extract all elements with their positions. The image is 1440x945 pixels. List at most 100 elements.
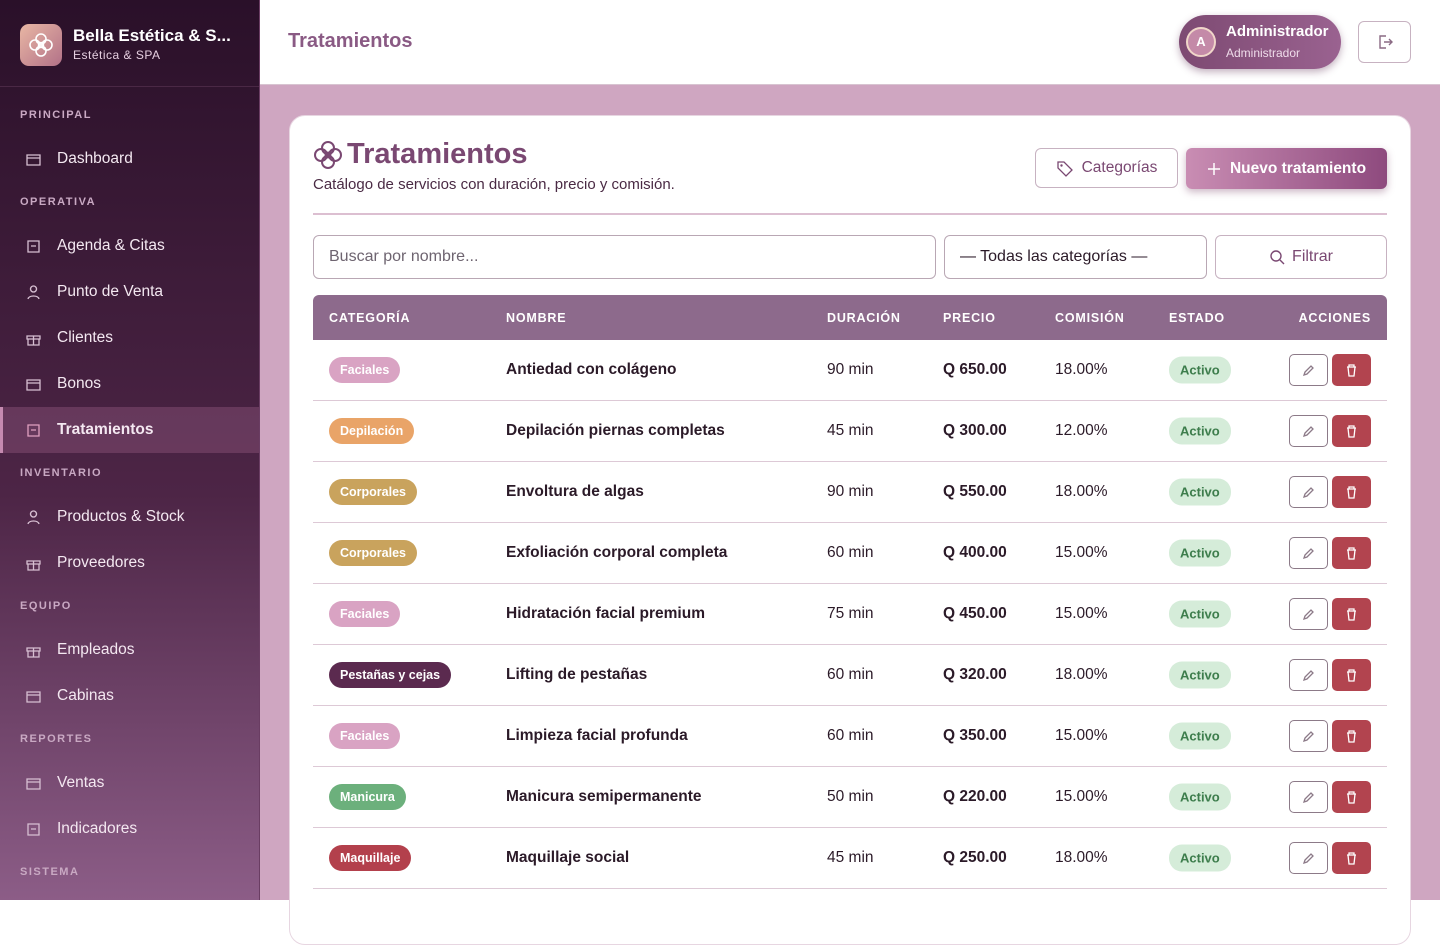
table-row: Pestañas y cejas Lifting de pestañas 60 mi… — [313, 645, 1387, 706]
sidebar: Bella Estética & S... Estética & SPA PRI… — [0, 0, 260, 900]
commission: 18.00% — [1055, 483, 1108, 500]
icon — [26, 334, 41, 346]
delete-button[interactable] — [1332, 354, 1371, 386]
status-badge: Activo — [1169, 356, 1231, 384]
nav-item[interactable]: Bonos — [0, 361, 259, 407]
user-menu[interactable]: A Administrador Administrador — [1179, 15, 1341, 69]
icon — [27, 239, 40, 253]
nav-item[interactable]: Productos & Stock — [0, 494, 259, 540]
category-badge: Maquillaje — [329, 845, 412, 871]
category-badge: Corporales — [329, 479, 417, 505]
commission: 18.00% — [1055, 361, 1108, 378]
card-subtitle: Catálogo de servicios con duración, prec… — [313, 176, 675, 193]
filter-button[interactable]: Filtrar — [1215, 235, 1387, 279]
delete-button[interactable] — [1332, 476, 1371, 508]
nav-item[interactable]: Indicadores — [0, 806, 259, 852]
icon — [1347, 424, 1356, 438]
category-badge: Corporales — [329, 540, 417, 566]
nav-section-title: PRINCIPAL — [20, 109, 92, 121]
nav-label: Tratamientos — [57, 421, 154, 438]
status-badge: Activo — [1169, 417, 1231, 445]
icon — [1347, 729, 1356, 743]
price: Q 400.00 — [943, 544, 1007, 561]
brand-subtitle: Estética & SPA — [73, 48, 161, 62]
topbar: Tratamientos A Administrador Administrad… — [260, 0, 1440, 85]
price: Q 350.00 — [943, 727, 1007, 744]
icon — [1347, 851, 1356, 865]
edit-button[interactable] — [1289, 781, 1328, 813]
nav-item[interactable]: Ventas — [0, 760, 259, 806]
nav-item[interactable]: Cabinas — [0, 673, 259, 719]
avatar: A — [1186, 27, 1216, 57]
nav-item[interactable]: Dashboard — [0, 136, 259, 182]
delete-button[interactable] — [1332, 781, 1371, 813]
treatment-name: Lifting de pestañas — [506, 666, 648, 683]
duration: 45 min — [827, 422, 874, 439]
button-label: Categorías — [1081, 159, 1158, 176]
nav-item[interactable]: Punto de Venta — [0, 269, 259, 315]
price: Q 220.00 — [943, 788, 1007, 805]
delete-button[interactable] — [1332, 598, 1371, 630]
table-row: Depilación Depilación piernas completas 45… — [313, 401, 1387, 462]
table-row: Faciales Antiedad con colágeno 90 min Q 650… — [313, 340, 1387, 401]
nav-item[interactable]: Clientes — [0, 315, 259, 361]
select-label: — Todas las categorías — — [960, 248, 1148, 265]
nav-label: Productos & Stock — [57, 508, 185, 525]
price: Q 300.00 — [943, 422, 1007, 439]
card-title: Tratamientos — [347, 138, 528, 170]
icon — [1302, 547, 1314, 559]
duration: 45 min — [827, 849, 874, 866]
treatment-name: Exfoliación corporal completa — [506, 544, 728, 561]
delete-button[interactable] — [1332, 720, 1371, 752]
nav-label: Proveedores — [57, 554, 145, 571]
category-badge: Pestañas y cejas — [329, 662, 452, 688]
edit-button[interactable] — [1289, 598, 1328, 630]
logout-button[interactable] — [1358, 21, 1411, 63]
edit-button[interactable] — [1289, 659, 1328, 691]
card: Tratamientos Catálogo de servicios con d… — [289, 115, 1411, 945]
nav-section-title: SISTEMA — [20, 866, 80, 878]
brand: Bella Estética & S... Estética & SPA — [0, 0, 259, 87]
logout-icon — [1378, 35, 1393, 49]
delete-button[interactable] — [1332, 659, 1371, 691]
search-input[interactable]: Buscar por nombre... — [313, 235, 936, 279]
nav-item[interactable]: Tratamientos — [0, 407, 259, 453]
delete-button[interactable] — [1332, 415, 1371, 447]
nav-item[interactable]: Agenda & Citas — [0, 223, 259, 269]
nav-label: Bonos — [57, 375, 101, 392]
nav-item[interactable]: Empleados — [0, 627, 259, 673]
duration: 90 min — [827, 361, 874, 378]
brand-logo — [20, 24, 62, 66]
edit-button[interactable] — [1289, 415, 1328, 447]
nav-label: Cabinas — [57, 687, 114, 704]
column-header: CATEGORÍA — [329, 310, 411, 325]
nav-label: Agenda & Citas — [57, 237, 165, 254]
edit-button[interactable] — [1289, 720, 1328, 752]
category-select[interactable]: — Todas las categorías — — [944, 235, 1207, 279]
user-role: Administrador — [1226, 46, 1301, 60]
delete-button[interactable] — [1332, 842, 1371, 874]
delete-button[interactable] — [1332, 537, 1371, 569]
icon — [1347, 668, 1356, 682]
icon — [1302, 486, 1314, 498]
treatment-name: Depilación piernas completas — [506, 422, 725, 439]
treatment-name: Maquillaje social — [506, 849, 630, 866]
icon — [26, 153, 41, 166]
edit-button[interactable] — [1289, 537, 1328, 569]
commission: 18.00% — [1055, 849, 1108, 866]
column-header: NOMBRE — [506, 310, 567, 325]
edit-button[interactable] — [1289, 842, 1328, 874]
icon — [1347, 607, 1356, 621]
commission: 15.00% — [1055, 544, 1108, 561]
categories-button[interactable]: Categorías — [1035, 148, 1178, 188]
nav-item[interactable]: Proveedores — [0, 540, 259, 586]
edit-button[interactable] — [1289, 354, 1328, 386]
duration: 50 min — [827, 788, 874, 805]
new-button[interactable]: Nuevo tratamiento — [1186, 148, 1387, 189]
price: Q 650.00 — [943, 361, 1007, 378]
icon — [1347, 790, 1356, 804]
icon — [1347, 546, 1356, 560]
icon — [27, 284, 40, 299]
edit-button[interactable] — [1289, 476, 1328, 508]
